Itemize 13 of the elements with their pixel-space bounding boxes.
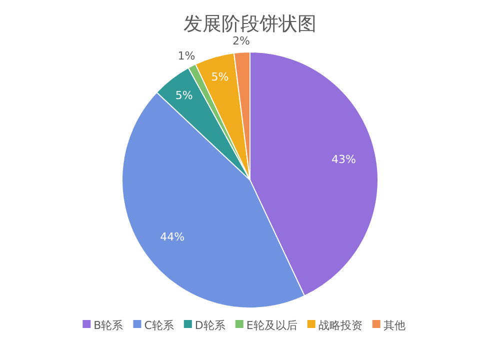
legend-label: E轮及以后 <box>246 319 298 332</box>
data-label: 2% <box>232 34 250 48</box>
chart-title: 发展阶段饼状图 <box>184 13 316 35</box>
legend-label: 战略投资 <box>318 319 362 332</box>
legend-label: 其他 <box>383 319 406 332</box>
data-label: 44% <box>160 230 185 244</box>
legend-label: D轮系 <box>194 319 226 332</box>
legend-label: C轮系 <box>144 319 174 332</box>
data-label: 5% <box>211 70 229 84</box>
legend-label: B轮系 <box>94 319 124 332</box>
data-label: 5% <box>175 89 193 102</box>
data-label: 1% <box>178 49 196 62</box>
data-label: 43% <box>331 153 356 166</box>
